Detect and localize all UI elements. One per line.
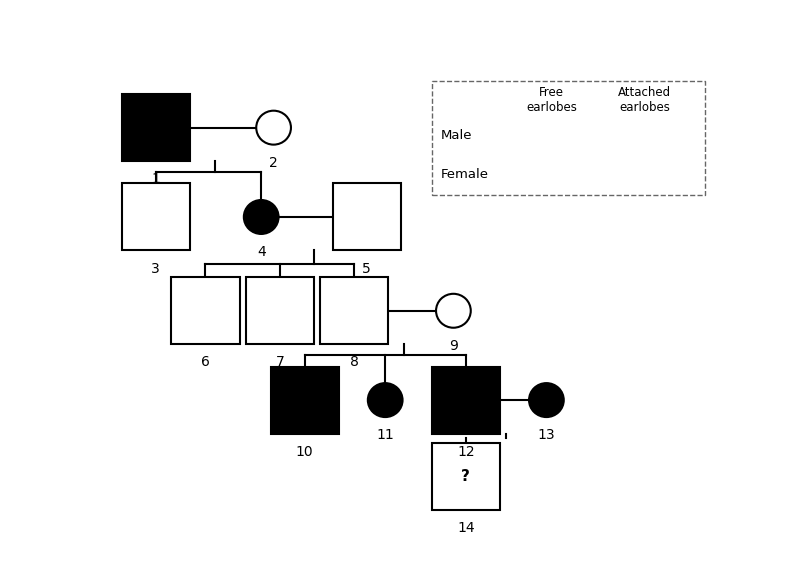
Text: Free
earlobes: Free earlobes [526, 86, 577, 114]
Text: 9: 9 [449, 339, 458, 353]
Ellipse shape [529, 383, 564, 417]
FancyBboxPatch shape [333, 183, 401, 251]
Text: 12: 12 [457, 445, 474, 459]
FancyBboxPatch shape [528, 112, 575, 159]
Text: 14: 14 [457, 521, 474, 535]
Text: Female: Female [441, 168, 489, 180]
FancyBboxPatch shape [432, 367, 500, 434]
Ellipse shape [256, 111, 291, 144]
Ellipse shape [436, 294, 470, 328]
Text: 6: 6 [201, 356, 210, 369]
FancyBboxPatch shape [432, 443, 500, 509]
Text: 11: 11 [376, 428, 394, 442]
Text: 8: 8 [350, 356, 358, 369]
FancyBboxPatch shape [246, 277, 314, 345]
Text: Male: Male [441, 129, 473, 142]
Text: 2: 2 [270, 156, 278, 170]
Text: 1: 1 [151, 172, 160, 186]
FancyBboxPatch shape [122, 183, 190, 251]
FancyBboxPatch shape [122, 94, 190, 161]
FancyBboxPatch shape [270, 367, 338, 434]
FancyBboxPatch shape [432, 81, 705, 195]
FancyBboxPatch shape [171, 277, 239, 345]
Text: Attached
earlobes: Attached earlobes [618, 86, 671, 114]
Text: 5: 5 [362, 262, 371, 275]
Ellipse shape [631, 161, 658, 187]
Ellipse shape [244, 200, 278, 234]
FancyBboxPatch shape [320, 277, 388, 345]
Text: 13: 13 [538, 428, 555, 442]
FancyBboxPatch shape [621, 112, 668, 159]
Text: 7: 7 [275, 356, 284, 369]
Text: 10: 10 [296, 445, 314, 459]
Text: 4: 4 [257, 245, 266, 259]
Text: ?: ? [462, 469, 470, 484]
Text: 3: 3 [151, 262, 160, 275]
Ellipse shape [538, 161, 566, 187]
Ellipse shape [368, 383, 402, 417]
